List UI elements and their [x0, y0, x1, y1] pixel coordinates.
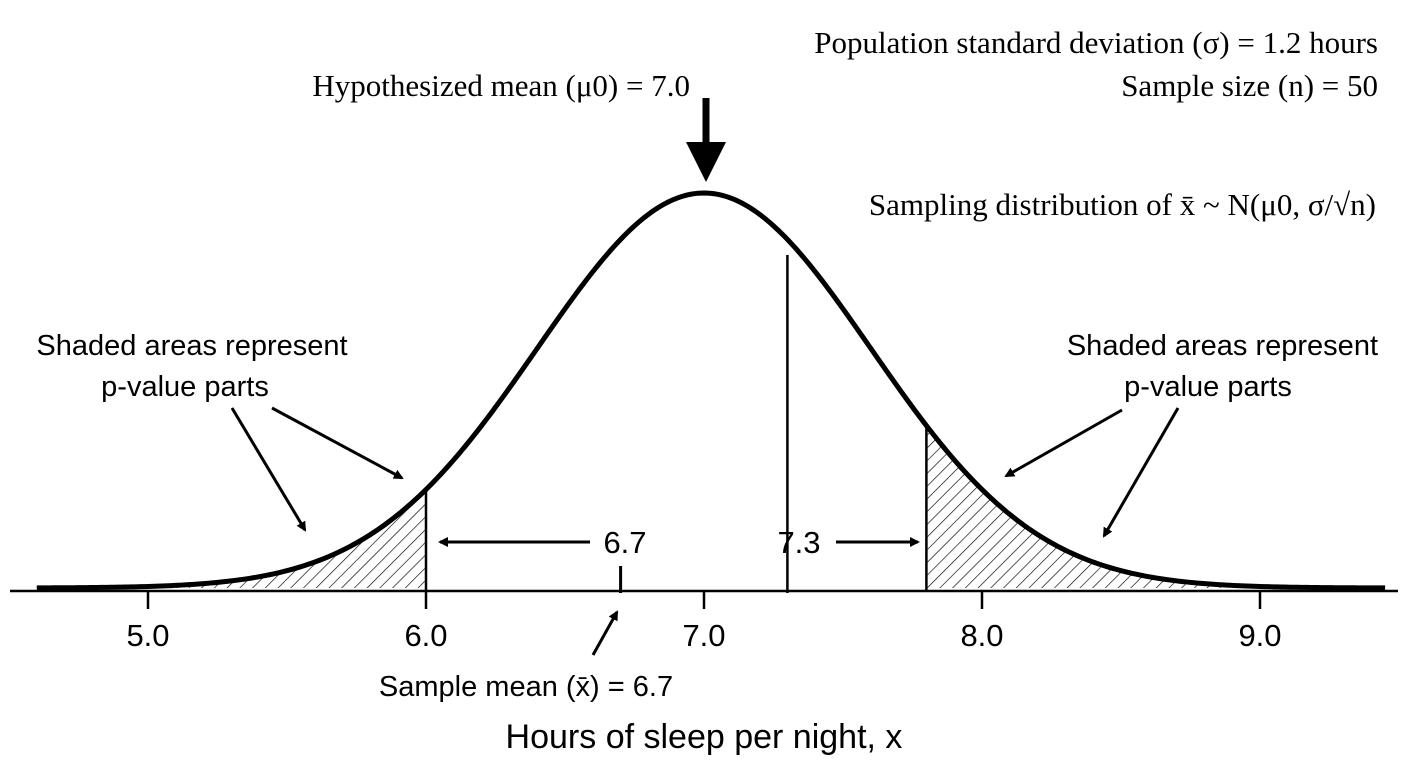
right-shaded-note-line1: Shaded areas represent [1067, 330, 1378, 362]
x-tick-label: 6.0 [404, 618, 447, 653]
x-tick-label: 5.0 [126, 618, 169, 653]
left-shaded-note-line1: Shaded areas represent [36, 330, 347, 362]
sampling-distribution-text: Sampling distribution of x̄ ~ N(μ0, σ/√n… [869, 187, 1376, 222]
right-note-arrow-inner [1004, 408, 1123, 478]
mean-arrow-head [686, 142, 726, 182]
left-shaded-note-line2: p-value parts [101, 371, 269, 403]
right-note-arrow-outer [1102, 407, 1180, 538]
sample-mean-arrow [591, 610, 619, 656]
left-bound-label: 6.7 [603, 525, 646, 560]
population-sd-text: Population standard deviation (σ) = 1.2 … [814, 25, 1378, 60]
x-tick-label: 8.0 [960, 618, 1003, 653]
normal-curve [36, 190, 1386, 591]
x-tick-label: 7.0 [682, 618, 725, 653]
right-shaded-tail [926, 425, 1386, 588]
right-shaded-note-line2: p-value parts [1124, 371, 1292, 403]
sample-mean-label: Sample mean (x̄) = 6.7 [379, 671, 673, 703]
sample-size-text: Sample size (n) = 50 [1121, 68, 1378, 103]
right-bound-label: 7.3 [777, 525, 820, 560]
left-note-arrow-inner [271, 406, 404, 480]
left-shaded-tail [36, 489, 427, 588]
x-axis-ticks: 5.0 6.0 7.0 8.0 9.0 [126, 591, 1282, 653]
hypothesized-mean-text: Hypothesized mean (μ0) = 7.0 [312, 68, 690, 103]
x-tick-label: 9.0 [1238, 618, 1281, 653]
left-note-arrow-outer [230, 407, 307, 532]
x-axis-title: Hours of sleep per night, x [506, 718, 903, 756]
